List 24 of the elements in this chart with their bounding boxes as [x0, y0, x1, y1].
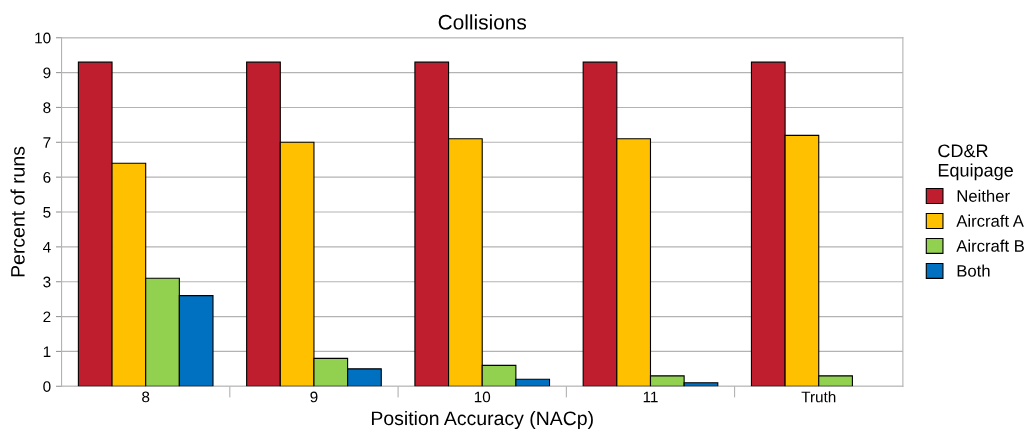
y-tick-label: 10 — [35, 32, 51, 44]
x-axis-title: Position Accuracy (NACp) — [371, 410, 593, 430]
legend-label: Aircraft A — [956, 214, 1024, 227]
y-axis-title: Percent of runs — [10, 146, 25, 277]
x-tick-label: Truth — [801, 391, 836, 403]
y-tick-label: 3 — [43, 276, 51, 288]
legend-label: Neither — [957, 189, 1010, 202]
y-tick-label: 2 — [43, 311, 51, 323]
legend-title: CD&R Equipage — [938, 144, 1013, 181]
y-tick-label: 0 — [43, 381, 51, 392]
chart-title: Collisions — [438, 14, 527, 30]
y-tick-label: 6 — [43, 172, 51, 183]
x-tick-label: 10 — [474, 391, 491, 403]
x-tick-label: 8 — [142, 391, 150, 403]
y-tick-label: 1 — [43, 346, 51, 357]
y-tick-label: 9 — [43, 67, 51, 79]
y-tick-label: 7 — [43, 137, 51, 148]
y-tick-label: 5 — [43, 207, 51, 218]
legend-label: Aircraft B — [956, 239, 1024, 252]
x-tick-label: 11 — [643, 391, 658, 403]
y-tick-label: 8 — [43, 102, 51, 114]
legend-label: Both — [957, 264, 990, 277]
y-tick-label: 4 — [43, 241, 51, 253]
x-tick-label: 9 — [310, 391, 318, 403]
